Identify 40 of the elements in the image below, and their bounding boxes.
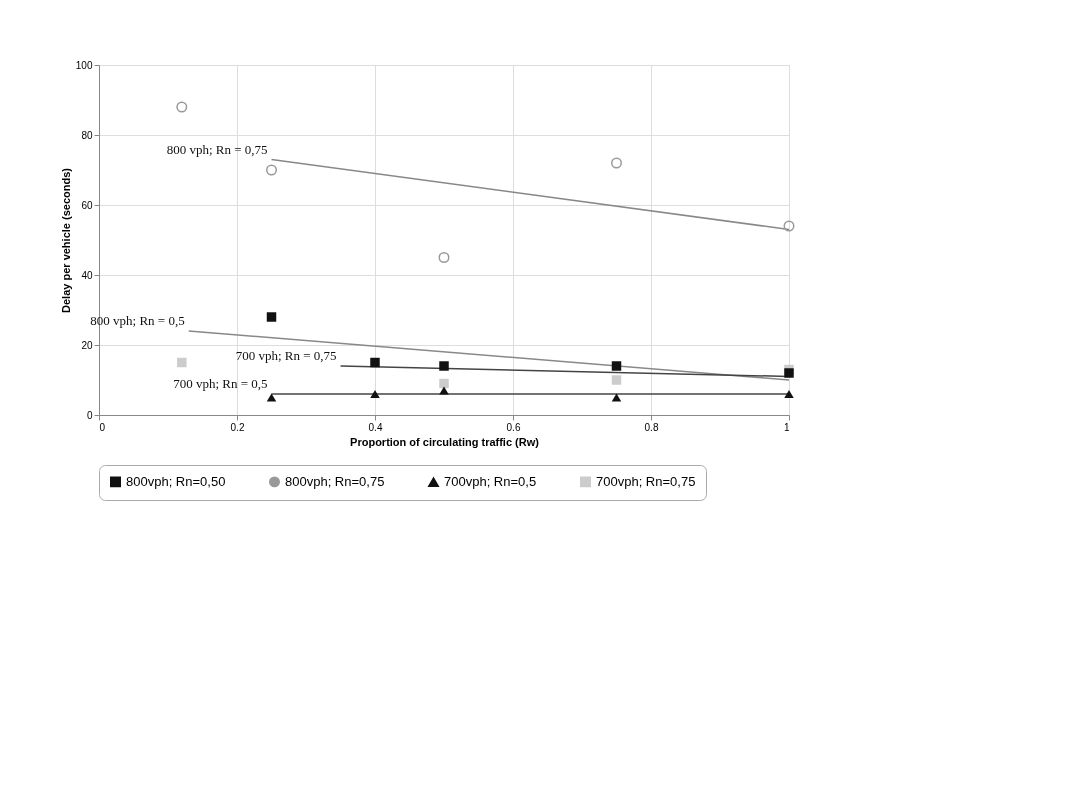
- x-axis-title: Proportion of circulating traffic (Rw): [350, 435, 540, 448]
- point: [438, 252, 450, 263]
- x-tick-label: 0.6: [506, 421, 521, 433]
- y-tick-label: 100: [75, 59, 93, 71]
- annotation: 800 vph; Rn = 0,5: [90, 313, 185, 328]
- point: [784, 389, 794, 399]
- point: [370, 389, 380, 399]
- y-axis-title: Delay per vehicle (seconds): [59, 167, 72, 313]
- point: [370, 357, 380, 368]
- y-tick-label: 40: [81, 269, 93, 281]
- annotation: 700 vph; Rn = 0,75: [235, 348, 337, 363]
- legend-label: 800vph; Rn=0,75: [285, 473, 385, 489]
- point: [611, 375, 622, 385]
- point: [439, 386, 449, 395]
- point: [784, 368, 794, 378]
- point: [611, 393, 622, 402]
- x-tick-label: 0: [99, 421, 106, 433]
- annotation: 700 vph; Rn = 0,5: [173, 376, 268, 391]
- y-tick-label: 60: [81, 199, 93, 211]
- point: [783, 220, 795, 232]
- x-tick-label: 1: [783, 421, 790, 433]
- legend-label: 700vph; Rn=0,75: [596, 473, 696, 489]
- point: [266, 393, 277, 402]
- point: [266, 164, 277, 176]
- y-tick-label: 20: [81, 339, 93, 351]
- x-tick-label: 0.2: [230, 421, 245, 433]
- point: [177, 357, 187, 368]
- legend-label: 700vph; Rn=0,5: [444, 474, 537, 490]
- x-tick-label: 0.8: [644, 421, 659, 433]
- point: [439, 378, 449, 389]
- point: [611, 361, 622, 371]
- point: [176, 101, 188, 113]
- x-tick-label: 0.4: [368, 421, 383, 433]
- y-tick-label: 80: [81, 129, 93, 141]
- y-tick-label: 0: [86, 409, 93, 421]
- point: [266, 312, 277, 322]
- point: [439, 361, 449, 371]
- legend-label: 800vph; Rn=0,50: [126, 473, 226, 489]
- annotation: 800 vph; Rn = 0,75: [166, 141, 268, 157]
- point: [611, 157, 622, 169]
